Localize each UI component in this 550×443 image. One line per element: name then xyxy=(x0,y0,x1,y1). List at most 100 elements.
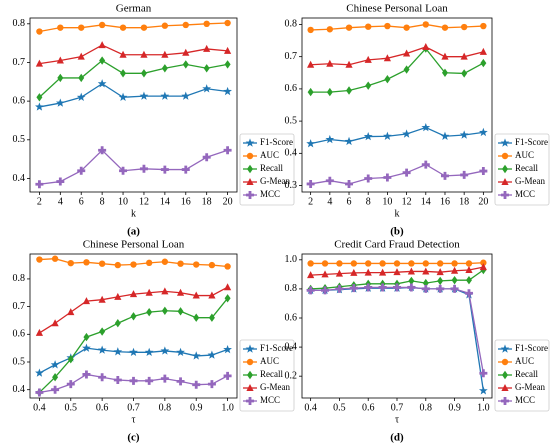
x-tick-label: 6 xyxy=(79,196,84,207)
marker xyxy=(57,73,64,83)
marker xyxy=(193,261,200,268)
marker xyxy=(140,24,148,31)
legend: F1-Score AUC Recall G-Mean MCC xyxy=(494,133,550,206)
legend-label: AUC xyxy=(260,356,279,366)
marker xyxy=(191,351,201,360)
marker xyxy=(52,373,59,382)
marker xyxy=(181,165,190,174)
marker xyxy=(383,54,391,62)
marker xyxy=(478,127,488,137)
marker xyxy=(35,328,44,336)
marker xyxy=(208,313,215,322)
marker xyxy=(321,286,330,295)
marker xyxy=(207,380,216,389)
series-line xyxy=(310,163,484,185)
marker xyxy=(207,350,217,359)
marker xyxy=(364,174,373,183)
marker xyxy=(363,131,373,141)
legend-marker xyxy=(501,384,509,391)
marker xyxy=(479,369,488,378)
y-tick-label: 0.6 xyxy=(285,312,298,323)
legend-box xyxy=(239,133,295,206)
legend-marker xyxy=(245,344,255,353)
marker xyxy=(83,332,90,342)
marker xyxy=(345,179,354,188)
marker xyxy=(203,20,210,27)
panel-label: (b) xyxy=(390,226,404,238)
marker xyxy=(422,21,429,28)
y-tick-label: 0.6 xyxy=(285,83,298,94)
marker xyxy=(182,48,190,56)
marker xyxy=(403,24,410,31)
marker xyxy=(182,21,189,29)
legend-marker xyxy=(500,344,510,353)
marker xyxy=(51,319,59,327)
marker xyxy=(441,52,449,60)
marker xyxy=(160,165,169,174)
legend-label: AUC xyxy=(260,150,279,160)
legend-box xyxy=(494,339,550,412)
marker xyxy=(402,168,411,177)
marker xyxy=(465,266,473,273)
legend-label: Recall xyxy=(515,369,538,379)
marker xyxy=(98,21,106,29)
marker xyxy=(119,50,127,58)
legend-box xyxy=(494,133,550,206)
y-tick-label: 0.6 xyxy=(13,329,26,340)
marker xyxy=(364,55,372,63)
legend-marker xyxy=(501,358,509,366)
marker xyxy=(146,307,153,317)
legend-marker xyxy=(501,397,509,405)
y-tick-label: 0.4 xyxy=(285,341,298,352)
legend-marker xyxy=(501,178,509,185)
marker xyxy=(182,60,189,69)
marker xyxy=(36,28,43,35)
marker xyxy=(113,347,123,356)
marker xyxy=(119,166,128,175)
marker xyxy=(97,345,107,354)
legend-marker xyxy=(246,178,254,185)
marker xyxy=(129,376,138,385)
chart-title: Chinese Personal Loan xyxy=(346,3,448,15)
marker xyxy=(461,69,468,78)
marker xyxy=(223,86,232,96)
marker xyxy=(325,176,334,185)
marker xyxy=(78,24,85,31)
marker xyxy=(326,59,334,67)
marker xyxy=(460,170,469,179)
marker xyxy=(140,50,148,58)
marker xyxy=(479,263,487,271)
marker xyxy=(114,319,121,328)
legend-label: G-Mean xyxy=(515,382,545,392)
legend-marker xyxy=(246,191,254,199)
x-tick-label: 0.8 xyxy=(420,402,433,413)
plot-frame xyxy=(301,253,493,399)
marker xyxy=(161,64,168,73)
y-tick-label: 0.5 xyxy=(13,134,26,145)
marker xyxy=(145,259,153,267)
marker xyxy=(120,69,127,78)
marker xyxy=(77,166,86,175)
marker xyxy=(82,343,91,352)
marker xyxy=(161,258,169,265)
marker xyxy=(440,131,450,140)
chart-title: German xyxy=(116,3,152,15)
marker xyxy=(98,41,106,49)
marker xyxy=(224,19,231,27)
marker xyxy=(129,290,138,298)
x-axis-label: τ xyxy=(131,414,135,425)
marker xyxy=(480,22,487,30)
marker xyxy=(480,58,487,68)
marker xyxy=(35,180,44,189)
x-tick-label: 0.9 xyxy=(448,402,461,413)
y-tick-label: 0.4 xyxy=(13,384,26,395)
marker xyxy=(479,167,488,176)
x-tick-label: 1.0 xyxy=(477,402,490,413)
x-tick-label: 4 xyxy=(327,196,332,207)
marker xyxy=(307,271,315,279)
panel-label: (a) xyxy=(127,226,140,238)
legend-marker xyxy=(246,397,254,405)
legend-box xyxy=(239,339,295,412)
marker xyxy=(408,260,415,267)
marker xyxy=(451,275,458,285)
